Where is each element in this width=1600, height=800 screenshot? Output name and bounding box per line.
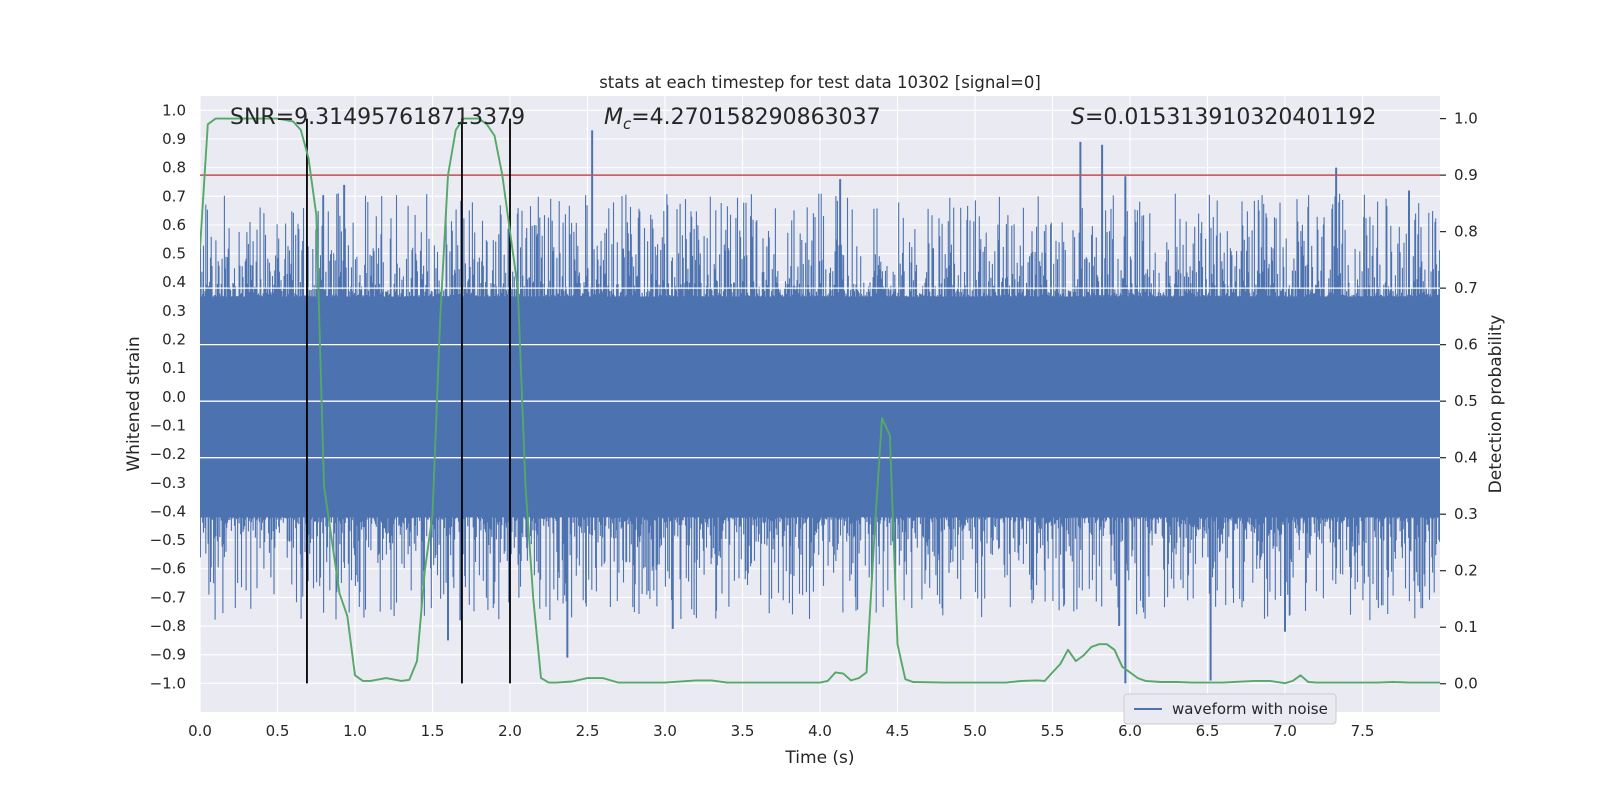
x-tick-label: 0.0 bbox=[188, 722, 212, 740]
y-right-tick-label: 0.5 bbox=[1454, 392, 1478, 410]
x-tick-label: 0.5 bbox=[266, 722, 290, 740]
y-tick-label: −0.8 bbox=[150, 617, 186, 635]
x-tick-label: 2.5 bbox=[576, 722, 600, 740]
x-tick-label: 6.0 bbox=[1118, 722, 1142, 740]
y-tick-label: 0.8 bbox=[162, 159, 186, 177]
x-tick-label: 2.0 bbox=[498, 722, 522, 740]
y-right-tick-label: 0.9 bbox=[1454, 166, 1478, 184]
x-tick-label: 5.0 bbox=[963, 722, 987, 740]
y-tick-label: −0.4 bbox=[150, 502, 186, 520]
y-tick-label: 0.5 bbox=[162, 245, 186, 263]
x-tick-label: 1.0 bbox=[343, 722, 367, 740]
y-right-tick-label: 0.4 bbox=[1454, 449, 1478, 467]
mc-value: =4.270158290863037 bbox=[631, 105, 880, 130]
y-tick-label: −0.3 bbox=[150, 474, 186, 492]
y-tick-label: 0.7 bbox=[162, 187, 186, 205]
snr-annotation: SNR=9.314957618713379 bbox=[230, 105, 525, 130]
grid-overlay bbox=[200, 287, 1440, 459]
mc-symbol: M bbox=[604, 105, 623, 130]
s-symbol: S bbox=[1071, 105, 1085, 130]
y-axis-label: Whitened strain bbox=[124, 336, 144, 471]
y-right-tick-label: 0.1 bbox=[1454, 618, 1478, 636]
s-annotation: S=0.015313910320401192 bbox=[1071, 105, 1376, 130]
y-tick-label: 0.3 bbox=[162, 302, 186, 320]
y-right-tick-label: 0.8 bbox=[1454, 223, 1478, 241]
y-tick-label: 0.0 bbox=[162, 388, 186, 406]
y-tick-label: 0.2 bbox=[162, 331, 186, 349]
legend-box bbox=[1123, 693, 1337, 725]
y-tick-label: 0.6 bbox=[162, 216, 186, 234]
y-tick-label: 0.1 bbox=[162, 359, 186, 377]
x-tick-label: 4.5 bbox=[886, 722, 910, 740]
mc-subscript: c bbox=[623, 115, 632, 133]
x-tick-label: 6.5 bbox=[1196, 722, 1220, 740]
y-tick-label: −1.0 bbox=[150, 674, 186, 692]
y-tick-label: 0.9 bbox=[162, 130, 186, 148]
x-axis-label: Time (s) bbox=[784, 748, 854, 768]
legend-label-waveform: waveform with noise bbox=[1172, 700, 1328, 718]
overlay-lines bbox=[200, 117, 1440, 685]
y-right-tick-label: 0.3 bbox=[1454, 505, 1478, 523]
y-tick-label: −0.6 bbox=[150, 560, 186, 578]
legend: waveform with noise bbox=[1123, 693, 1337, 725]
waveform-trace bbox=[200, 193, 1440, 621]
y-right-tick-label: 0.0 bbox=[1454, 675, 1478, 693]
y-tick-label: −0.5 bbox=[150, 531, 186, 549]
y-tick-label: −0.9 bbox=[150, 646, 186, 664]
y-tick-label: −0.2 bbox=[150, 445, 186, 463]
x-tick-label: 4.0 bbox=[808, 722, 832, 740]
mc-annotation: Mc=4.270158290863037 bbox=[604, 105, 881, 133]
y-axis-label-right: Detection probability bbox=[1486, 315, 1506, 494]
waveform-series bbox=[200, 130, 1440, 684]
y-right-tick-label: 0.2 bbox=[1454, 562, 1478, 580]
x-tick-label: 5.5 bbox=[1041, 722, 1065, 740]
x-tick-label: 7.0 bbox=[1273, 722, 1297, 740]
chart-title: stats at each timestep for test data 103… bbox=[599, 73, 1041, 92]
y-tick-label: −0.7 bbox=[150, 588, 186, 606]
y-tick-label: −0.1 bbox=[150, 416, 186, 434]
x-tick-label: 1.5 bbox=[421, 722, 445, 740]
y-tick-label: 1.0 bbox=[162, 101, 186, 119]
x-tick-label: 7.5 bbox=[1351, 722, 1375, 740]
x-tick-label: 3.0 bbox=[653, 722, 677, 740]
x-tick-label: 3.5 bbox=[731, 722, 755, 740]
y-tick-label: 0.4 bbox=[162, 273, 186, 291]
probability-line bbox=[200, 117, 1440, 685]
tick-labels: 0.0 0.5 1.0 1.5 2.0 2.5 3.0 3.5 4.0 4.5 5.0 5.5 6.0 6… bbox=[150, 101, 1478, 740]
y-right-tick-label: 0.6 bbox=[1454, 336, 1478, 354]
y-right-tick-label: 1.0 bbox=[1454, 110, 1478, 128]
y-right-tick-label: 0.7 bbox=[1454, 279, 1478, 297]
s-value: =0.015313910320401192 bbox=[1085, 105, 1376, 130]
